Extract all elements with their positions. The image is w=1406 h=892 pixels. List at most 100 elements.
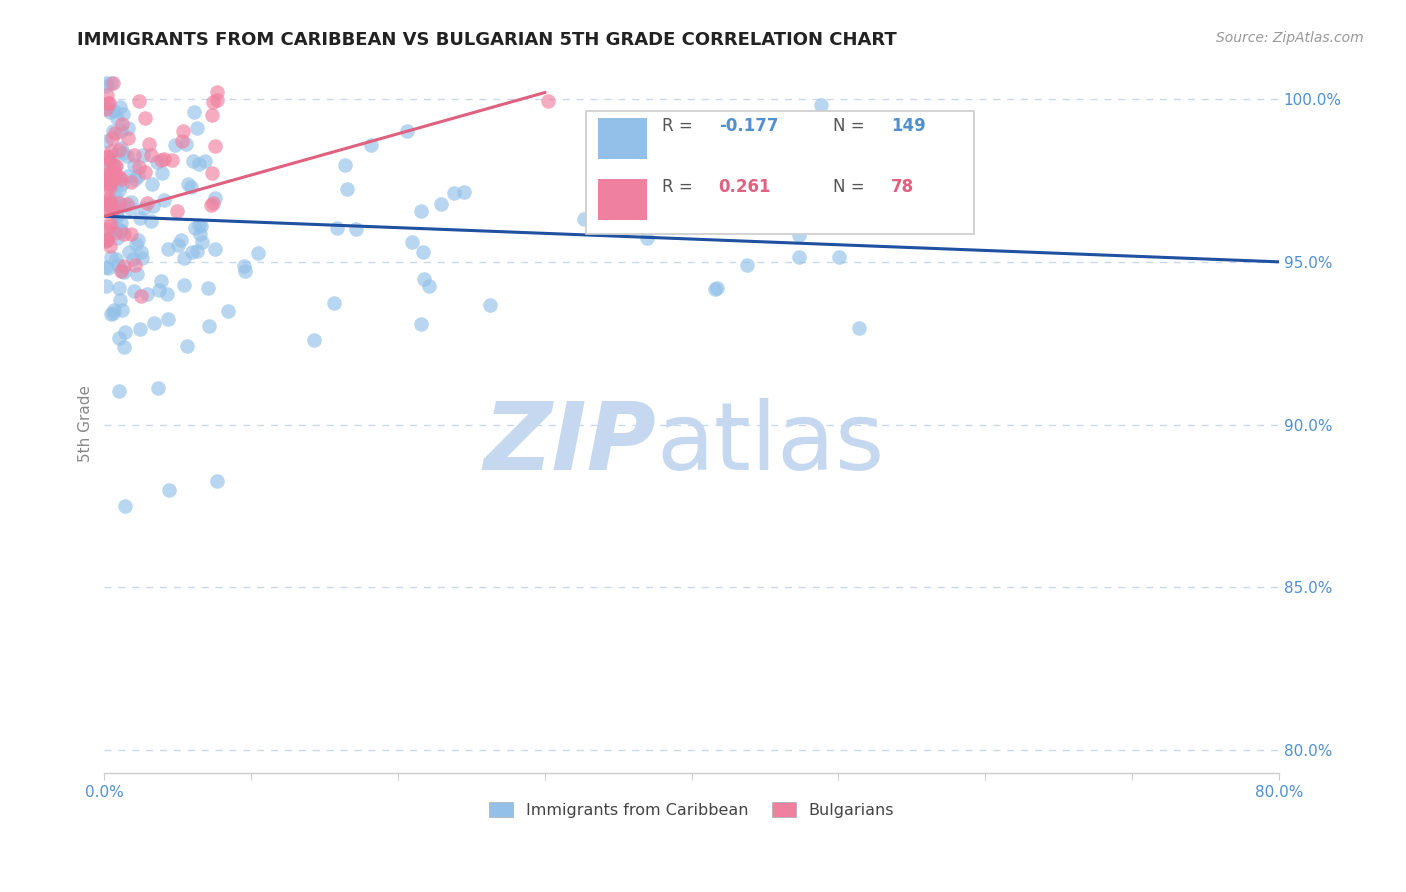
Point [153, 194, 176, 208]
Point [112, 341, 135, 355]
Point [104, 189, 127, 203]
Point [174, 136, 197, 151]
Point [134, 165, 156, 179]
Point [139, 214, 162, 228]
Point [127, 169, 149, 183]
Point [735, 258, 758, 272]
Point [122, 147, 145, 161]
Point [184, 221, 207, 235]
Point [247, 246, 270, 260]
Point [97, 169, 120, 183]
Point [98, 153, 121, 168]
Point [96, 173, 118, 187]
Point [124, 171, 146, 186]
Point [129, 289, 152, 303]
Point [128, 160, 150, 174]
Text: N =: N = [832, 117, 869, 135]
Point [409, 203, 432, 218]
Point [636, 231, 658, 245]
Point [105, 159, 128, 173]
Point [170, 135, 193, 149]
Point [112, 259, 135, 273]
Point [198, 319, 221, 334]
Point [135, 196, 157, 211]
Point [110, 177, 132, 191]
Point [787, 250, 810, 264]
Point [828, 250, 851, 264]
Point [98, 192, 121, 206]
Point [453, 185, 475, 199]
Point [97, 176, 120, 190]
Point [94, 184, 117, 198]
Point [110, 172, 132, 186]
Point [235, 264, 257, 278]
Point [146, 381, 169, 395]
Point [411, 317, 433, 331]
Point [685, 197, 707, 211]
Point [232, 259, 254, 273]
Point [110, 141, 132, 155]
Point [429, 197, 451, 211]
Point [412, 245, 434, 260]
Point [396, 124, 419, 138]
Text: IMMIGRANTS FROM CARIBBEAN VS BULGARIAN 5TH GRADE CORRELATION CHART: IMMIGRANTS FROM CARIBBEAN VS BULGARIAN 5… [77, 31, 897, 49]
Point [204, 191, 226, 205]
Point [96, 79, 118, 94]
Text: 149: 149 [891, 117, 927, 135]
Point [443, 186, 465, 200]
Text: atlas: atlas [657, 398, 884, 490]
Point [96, 88, 118, 103]
Point [207, 85, 229, 99]
Point [413, 272, 436, 286]
Point [217, 303, 239, 318]
Point [97, 96, 120, 111]
Point [103, 199, 125, 213]
Point [97, 228, 120, 243]
Point [190, 219, 212, 234]
Point [205, 94, 228, 108]
Point [105, 209, 128, 223]
Point [117, 245, 139, 260]
Point [101, 131, 124, 145]
Point [105, 230, 128, 244]
Point [183, 104, 205, 119]
Point [101, 203, 124, 218]
Point [114, 325, 136, 339]
Point [323, 296, 346, 310]
Point [108, 281, 131, 295]
Point [152, 166, 174, 180]
Point [201, 166, 224, 180]
Point [117, 197, 139, 211]
Point [141, 177, 163, 191]
Point [188, 157, 211, 171]
Point [134, 201, 156, 215]
Point [127, 233, 149, 247]
Point [129, 211, 152, 226]
Point [335, 157, 357, 171]
Point [110, 224, 132, 238]
Point [205, 474, 228, 488]
Text: 0.261: 0.261 [718, 178, 770, 196]
Point [201, 95, 224, 109]
Point [537, 94, 560, 108]
Point [97, 149, 120, 163]
Point [103, 302, 125, 317]
Point [202, 196, 225, 211]
Point [103, 168, 125, 182]
Point [96, 200, 118, 214]
Point [108, 384, 131, 399]
Point [105, 111, 128, 125]
Point [100, 105, 122, 120]
Point [96, 232, 118, 246]
Point [100, 250, 122, 264]
Point [100, 145, 122, 159]
Point [146, 155, 169, 169]
Point [173, 278, 195, 293]
Point [188, 218, 211, 232]
Point [104, 226, 127, 240]
Point [94, 200, 117, 214]
Point [136, 286, 159, 301]
Point [150, 274, 173, 288]
Point [125, 237, 148, 252]
Text: -0.177: -0.177 [718, 117, 778, 135]
